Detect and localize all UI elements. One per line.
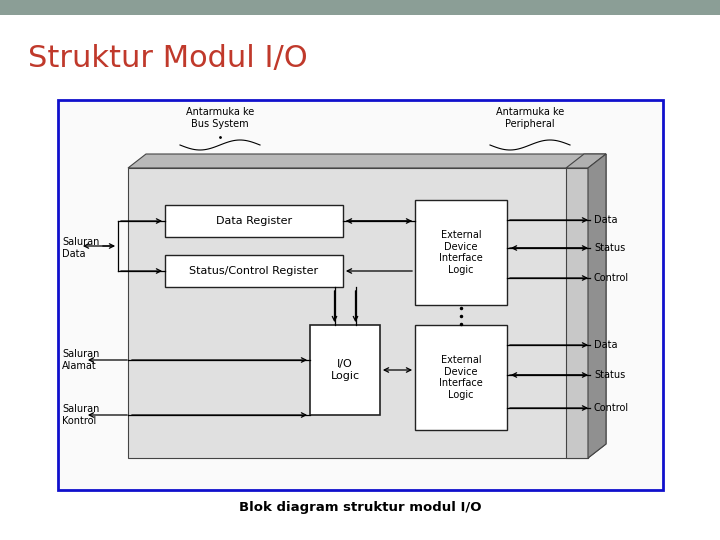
FancyBboxPatch shape — [128, 168, 588, 458]
Text: Status: Status — [594, 243, 625, 253]
Text: External
Device
Interface
Logic: External Device Interface Logic — [439, 355, 483, 400]
FancyBboxPatch shape — [415, 200, 507, 305]
Text: Data: Data — [594, 340, 618, 350]
Polygon shape — [588, 154, 606, 458]
Text: Saluran
Kontrol: Saluran Kontrol — [62, 404, 99, 426]
FancyBboxPatch shape — [165, 255, 343, 287]
Text: Saluran
Alamat: Saluran Alamat — [62, 349, 99, 371]
Polygon shape — [566, 154, 606, 168]
FancyBboxPatch shape — [310, 325, 380, 415]
Text: External
Device
Interface
Logic: External Device Interface Logic — [439, 230, 483, 275]
Text: Status: Status — [594, 370, 625, 380]
FancyBboxPatch shape — [58, 100, 663, 490]
Text: Control: Control — [594, 403, 629, 413]
Text: Blok diagram struktur modul I/O: Blok diagram struktur modul I/O — [239, 502, 481, 515]
Text: Antarmuka ke
Bus System: Antarmuka ke Bus System — [186, 107, 254, 129]
Text: Saluran
Data: Saluran Data — [62, 237, 99, 259]
Text: I/O
Logic: I/O Logic — [330, 359, 359, 381]
FancyBboxPatch shape — [165, 205, 343, 237]
Polygon shape — [588, 154, 606, 458]
FancyBboxPatch shape — [0, 0, 720, 15]
FancyBboxPatch shape — [415, 325, 507, 430]
Text: Data: Data — [594, 215, 618, 225]
Text: Control: Control — [594, 273, 629, 283]
Text: Antarmuka ke
Peripheral: Antarmuka ke Peripheral — [496, 107, 564, 129]
Polygon shape — [128, 154, 606, 168]
Text: Data Register: Data Register — [216, 216, 292, 226]
FancyBboxPatch shape — [566, 168, 588, 458]
Text: Struktur Modul I/O: Struktur Modul I/O — [28, 44, 307, 72]
Text: Status/Control Register: Status/Control Register — [189, 266, 318, 276]
